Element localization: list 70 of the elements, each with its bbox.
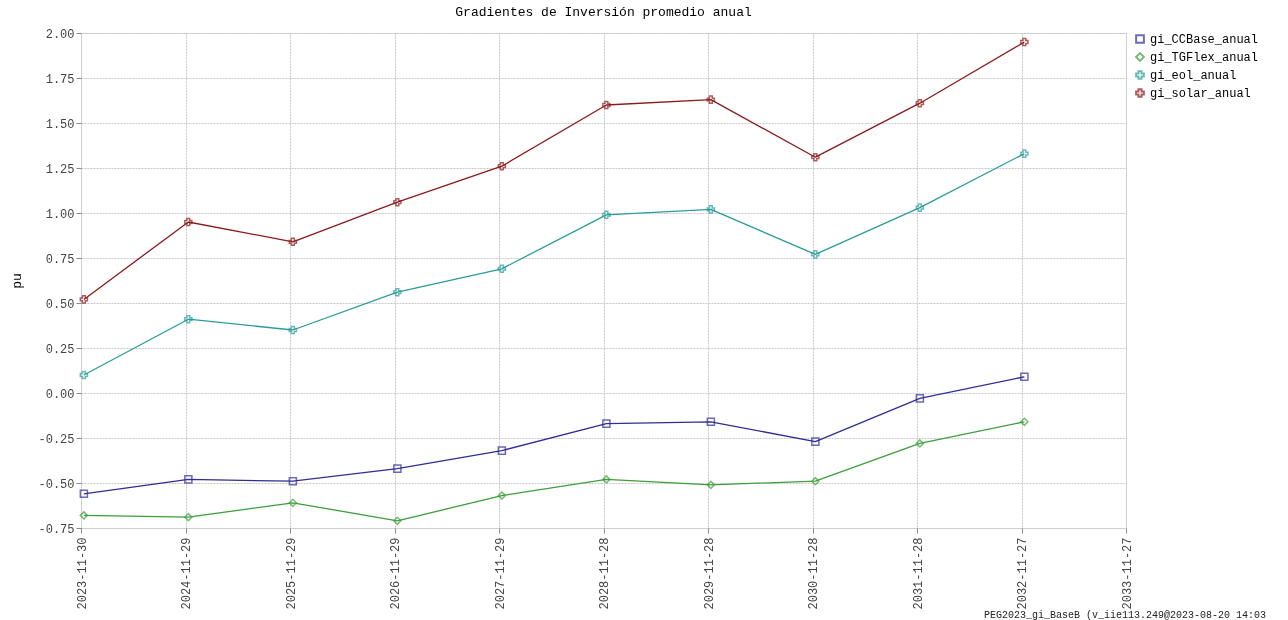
point	[288, 237, 298, 247]
point	[288, 498, 298, 508]
text: PEG2023_gi_BaseB (v_iie113.249@2023-08-20 14:03	[983, 610, 1266, 620]
legend-label: gi_eol_anual	[1150, 69, 1237, 83]
x-tick-label: 2025-11-29	[284, 537, 299, 610]
point	[1020, 417, 1029, 427]
y-axis-title: pu	[10, 273, 26, 289]
x-tick-label: 2033-11-27	[1120, 537, 1135, 610]
point	[706, 205, 716, 214]
x-tick-label: 2031-11-28	[911, 537, 926, 610]
legend-label: gi_solar_anual	[1150, 87, 1251, 101]
point	[915, 439, 925, 448]
legend-label: gi_TGFlex_anual	[1150, 51, 1259, 65]
y-tick-label: 0.00	[45, 387, 75, 402]
point	[184, 475, 193, 484]
y-tick-label: 1.75	[45, 72, 75, 87]
point	[184, 512, 193, 522]
point	[497, 446, 507, 455]
point	[497, 491, 507, 500]
point	[1020, 37, 1029, 47]
point	[602, 210, 611, 220]
point	[811, 437, 820, 446]
x-tick-label: 2024-11-29	[180, 537, 194, 610]
y-tick-label: 0.25	[45, 342, 75, 357]
point	[497, 161, 507, 171]
point	[706, 417, 716, 427]
point	[602, 475, 611, 484]
y-tick-label: 1.00	[45, 207, 75, 222]
point	[706, 480, 716, 490]
point	[393, 516, 402, 526]
point	[811, 152, 820, 162]
point	[393, 287, 402, 297]
y-tick-label: -0.25	[38, 432, 75, 447]
legend-label: gi_CCBase_anual	[1150, 33, 1259, 47]
point	[79, 370, 89, 380]
chart-title: Gradientes de Inversión promedio anual	[455, 5, 752, 20]
point	[288, 325, 298, 335]
y-tick-label: -0.75	[38, 522, 75, 537]
point	[915, 98, 925, 108]
point	[79, 511, 89, 520]
point	[602, 419, 611, 428]
y-tick-label: 1.50	[45, 117, 75, 132]
point	[811, 250, 820, 259]
y-tick-label: -0.50	[38, 477, 75, 492]
point	[288, 476, 298, 486]
x-tick-label: 2032-11-27	[1016, 537, 1030, 610]
x-tick-label: 2028-11-28	[598, 537, 612, 610]
x-tick-label: 2026-11-29	[389, 537, 403, 610]
point	[811, 476, 820, 486]
point	[79, 489, 89, 499]
y-tick-label: 1.25	[45, 162, 75, 177]
x-tick-label: 2029-11-28	[702, 537, 717, 610]
point	[184, 314, 193, 324]
x-tick-label: 2027-11-29	[493, 537, 508, 610]
y-tick-label: 2.00	[45, 27, 75, 42]
point	[1020, 372, 1029, 382]
point	[915, 203, 925, 212]
point	[393, 464, 402, 473]
point	[1020, 149, 1029, 158]
point	[915, 394, 925, 403]
point	[184, 217, 193, 227]
y-tick-label: 0.50	[45, 297, 75, 312]
y-tick-label: 0.75	[45, 252, 75, 267]
x-tick-label: 2030-11-28	[807, 537, 821, 610]
point	[497, 264, 507, 274]
point	[393, 197, 402, 207]
point	[602, 100, 611, 110]
point	[79, 295, 89, 304]
point	[706, 95, 716, 104]
x-tick-label: 2023-11-30	[75, 537, 90, 610]
